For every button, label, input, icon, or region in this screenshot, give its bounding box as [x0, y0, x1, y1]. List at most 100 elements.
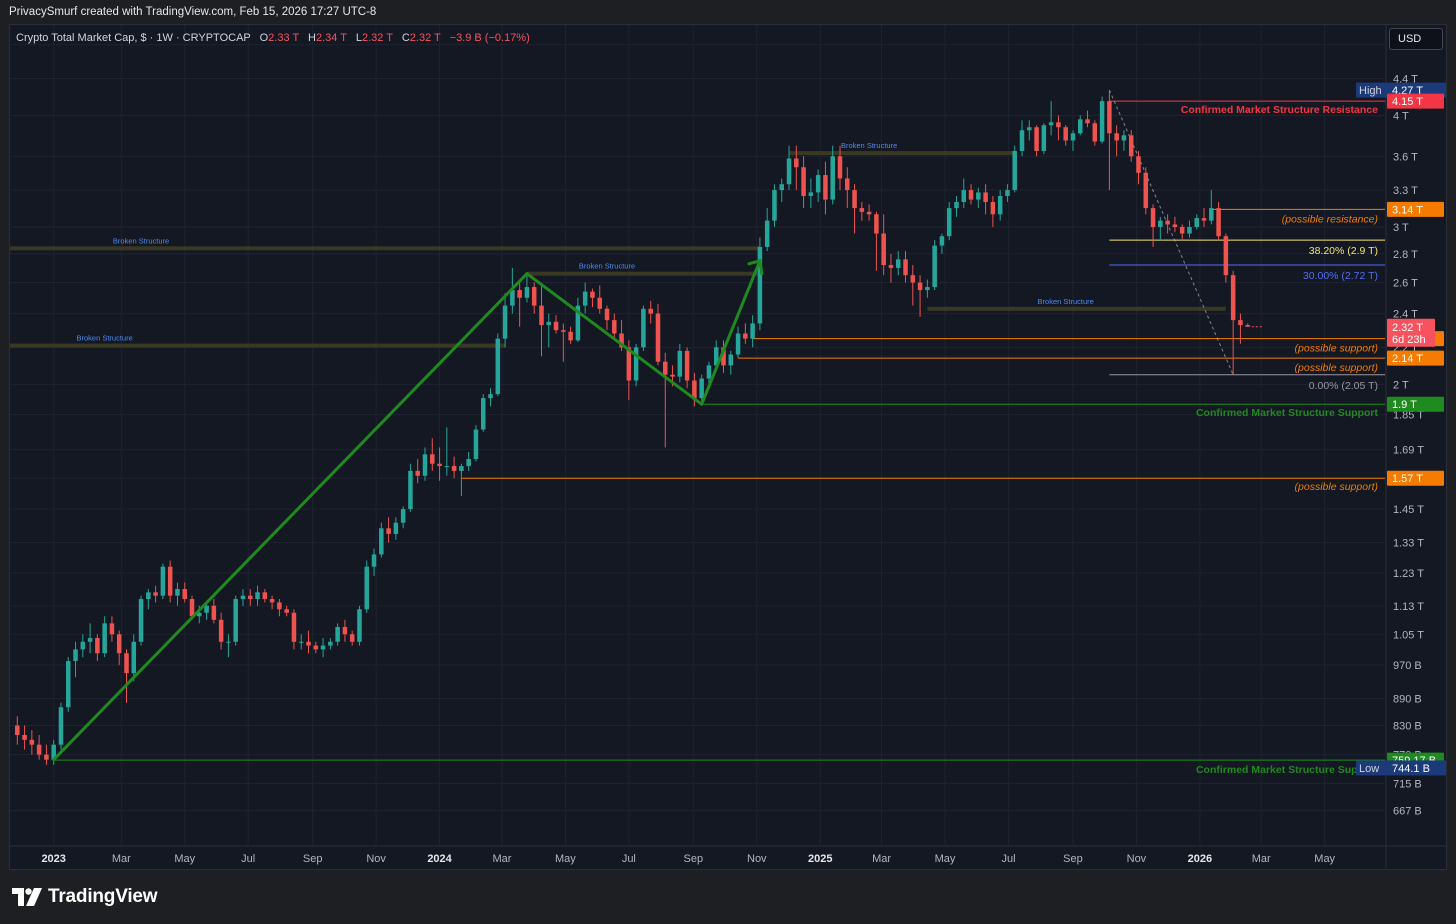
y-tick-label: 2.8 T: [1393, 249, 1418, 261]
candle-body: [1150, 208, 1156, 228]
y-tick-label: 667 B: [1393, 805, 1422, 817]
x-tick-label: May: [555, 853, 576, 865]
tradingview-logo-icon: [12, 888, 42, 906]
candle-body: [517, 290, 522, 298]
candle-body: [459, 466, 464, 471]
y-tick-label: 1.13 T: [1393, 601, 1424, 613]
footer-bar: [0, 870, 1456, 924]
candle-body: [524, 287, 530, 298]
candle-body: [408, 470, 413, 510]
open-value: 2.33 T: [268, 32, 299, 44]
candle-body: [866, 211, 872, 215]
candle-body: [36, 744, 42, 755]
candle-body: [619, 333, 624, 348]
candle-body: [684, 350, 690, 381]
candle-body: [859, 208, 865, 212]
candle-body: [131, 641, 137, 674]
candle-body: [553, 321, 559, 331]
candle-body: [699, 378, 704, 399]
broken-structure-label: Broken Structure: [1038, 297, 1094, 306]
candle-body: [677, 350, 683, 377]
extreme-tag[interactable]: [1356, 760, 1446, 776]
close-label: C: [401, 32, 410, 44]
candle-body: [582, 291, 588, 306]
candle-body: [830, 156, 835, 200]
y-tick-label: 3 T: [1393, 222, 1409, 234]
candle-body: [349, 634, 355, 642]
candle-body: [881, 233, 886, 266]
y-tick-label: 2.6 T: [1393, 278, 1418, 290]
price-tag[interactable]: [1387, 201, 1444, 217]
candle-body: [175, 589, 180, 596]
candle-body: [961, 190, 967, 202]
candle-body: [51, 744, 56, 760]
close-value: 2.32 T: [409, 32, 441, 44]
x-tick-label: Sep: [303, 853, 323, 865]
price-tag[interactable]: [1387, 350, 1444, 366]
level-label: Confirmed Market Structure Support: [1196, 764, 1379, 776]
y-tick-label: 1.85 T: [1393, 410, 1424, 422]
candle-body: [1128, 135, 1134, 157]
candle-body: [437, 463, 442, 467]
candle-body: [815, 175, 821, 193]
candle-body: [888, 265, 894, 268]
candle-body: [109, 623, 115, 635]
y-tick-label: 3.6 T: [1393, 151, 1418, 163]
candle-body: [1114, 133, 1119, 141]
candle-body: [306, 641, 311, 646]
candle-body: [925, 287, 930, 291]
price-tag[interactable]: [1387, 396, 1444, 412]
bar-countdown: 6d 23h: [1392, 334, 1426, 346]
candle-body: [1027, 127, 1032, 131]
tradingview-logo[interactable]: TradingView: [12, 886, 158, 908]
candle-body: [561, 330, 566, 332]
low-value: 2.32 T: [361, 32, 393, 44]
candle-body: [233, 599, 238, 642]
candle-body: [284, 609, 289, 613]
candle-body: [1223, 236, 1229, 276]
current-price-value: 2.32 T: [1392, 322, 1423, 334]
x-tick-label: Sep: [1063, 853, 1083, 865]
candle-body: [990, 201, 996, 215]
candle-body: [1179, 227, 1185, 234]
candle-body: [95, 638, 100, 654]
x-tick-label: Jul: [1001, 853, 1015, 865]
candle-body: [357, 609, 362, 642]
level-label: 38.20% (2.9 T): [1309, 245, 1378, 257]
y-tick-label: 1.23 T: [1393, 568, 1424, 580]
current-price-tag[interactable]: [1387, 318, 1435, 347]
candle-body: [1077, 119, 1083, 134]
candle-body: [138, 599, 144, 642]
candle-body: [1121, 135, 1127, 141]
y-tick-label: 3.3 T: [1393, 185, 1418, 197]
price-tag[interactable]: [1387, 93, 1444, 109]
candle-body: [488, 394, 493, 399]
candle-body: [342, 626, 348, 635]
candle-body: [692, 380, 697, 399]
candle-body: [648, 308, 653, 314]
currency-button[interactable]: USD: [1389, 28, 1443, 50]
candle-body: [153, 592, 158, 596]
candle-body: [22, 734, 27, 740]
y-tick-label: 830 B: [1393, 721, 1422, 733]
price-tag[interactable]: [1387, 470, 1444, 486]
candle-body: [531, 287, 537, 306]
candle-body: [386, 528, 391, 534]
candle-body: [1201, 218, 1207, 221]
candle-body: [313, 645, 319, 650]
broken-structure-label: Broken Structure: [113, 236, 169, 245]
level-label: Confirmed Market Structure Support: [1196, 407, 1379, 419]
y-tick-label: 2.4 T: [1393, 309, 1418, 321]
candle-body: [80, 641, 86, 650]
candle-body: [1048, 122, 1054, 126]
candle-body: [1230, 275, 1236, 321]
candle-body: [575, 305, 581, 341]
candle-body: [87, 638, 93, 642]
candle-body: [764, 220, 770, 247]
symbol-title[interactable]: Crypto Total Market Cap, $ · 1W · CRYPTO…: [16, 32, 251, 44]
candle-body: [473, 429, 479, 459]
candle-body: [211, 605, 217, 620]
candle-body: [772, 190, 777, 221]
price-tag-text: 1.57 T: [1392, 473, 1423, 485]
